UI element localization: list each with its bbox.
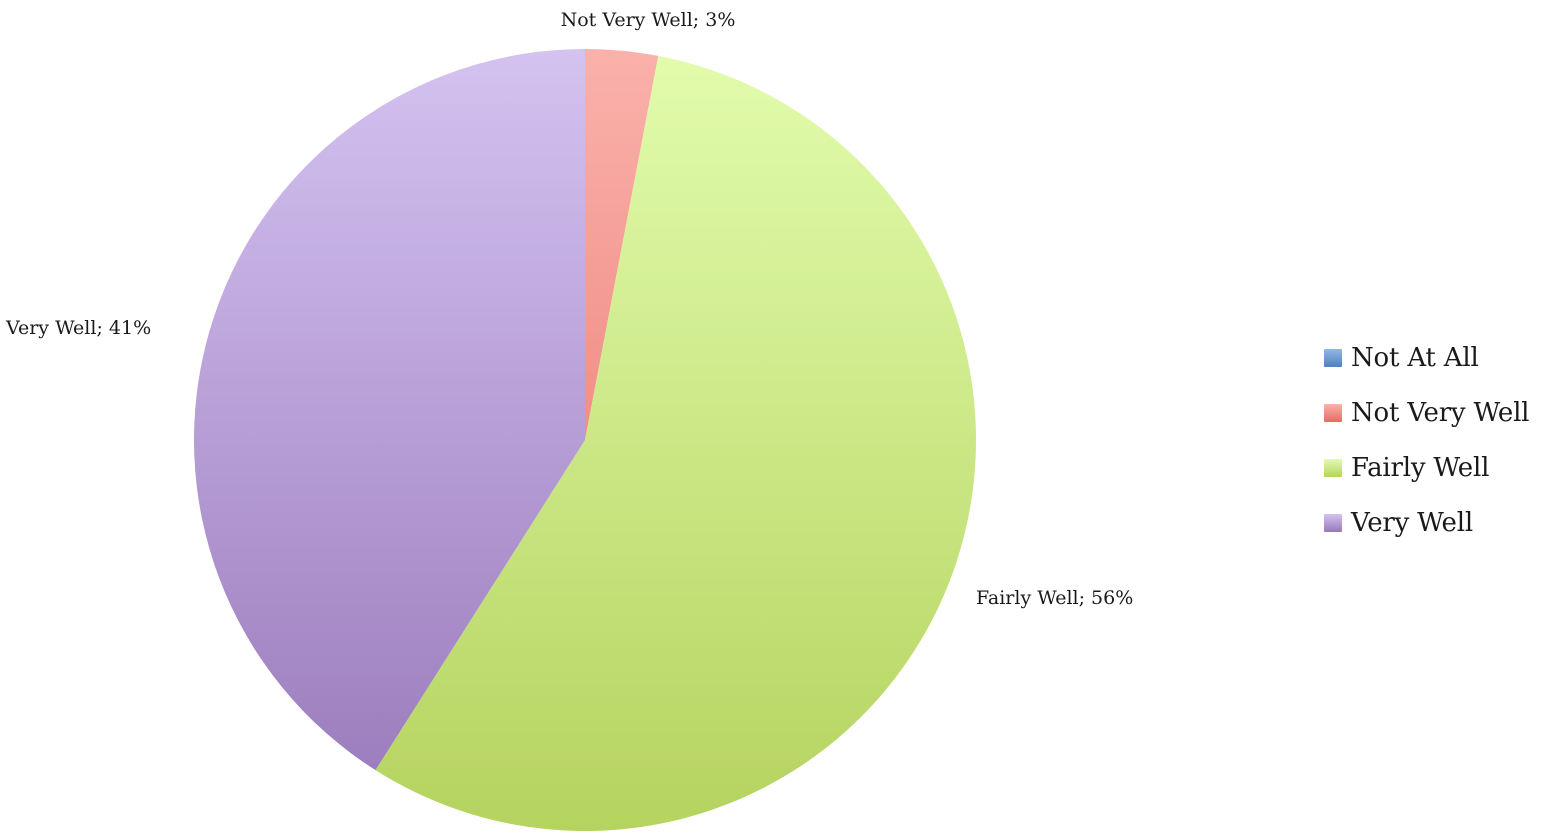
- data-label-fairly-well: Fairly Well; 56%: [976, 587, 1133, 609]
- pie-slices: [194, 49, 977, 832]
- legend-item-fairly-well: Fairly Well: [1324, 440, 1553, 495]
- pie-data-labels: Not Very Well; 3% Fairly Well; 56% Very We…: [5, 9, 1133, 609]
- legend-swatch-not-very-well: [1324, 403, 1342, 422]
- legend-label-very-well: Very Well: [1351, 507, 1473, 538]
- legend-swatch-not-at-all: [1324, 348, 1342, 367]
- legend-swatch-fairly-well: [1324, 458, 1342, 477]
- legend-label-not-at-all: Not At All: [1351, 342, 1479, 373]
- legend-label-not-very-well: Not Very Well: [1351, 397, 1530, 428]
- legend-swatch-very-well: [1324, 513, 1342, 532]
- legend-label-fairly-well: Fairly Well: [1351, 452, 1490, 483]
- legend-item-not-at-all: Not At All: [1324, 330, 1553, 385]
- pie-slice-fairly-well: [375, 55, 977, 832]
- data-label-very-well: Very Well; 41%: [5, 317, 151, 339]
- legend: Not At All Not Very Well Fairly Well Very W…: [1324, 330, 1553, 550]
- legend-item-very-well: Very Well: [1324, 495, 1553, 550]
- data-label-not-very-well: Not Very Well; 3%: [561, 9, 736, 31]
- legend-item-not-very-well: Not Very Well: [1324, 385, 1553, 440]
- pie-slice-very-well: [194, 49, 585, 771]
- pie-slice-not-very-well: [585, 49, 659, 440]
